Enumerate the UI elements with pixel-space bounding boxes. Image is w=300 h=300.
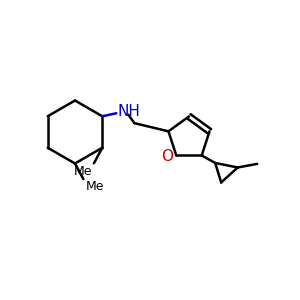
Text: O: O (161, 149, 173, 164)
Text: Me: Me (73, 164, 92, 178)
Text: NH: NH (118, 104, 141, 119)
Text: Me: Me (85, 180, 104, 193)
